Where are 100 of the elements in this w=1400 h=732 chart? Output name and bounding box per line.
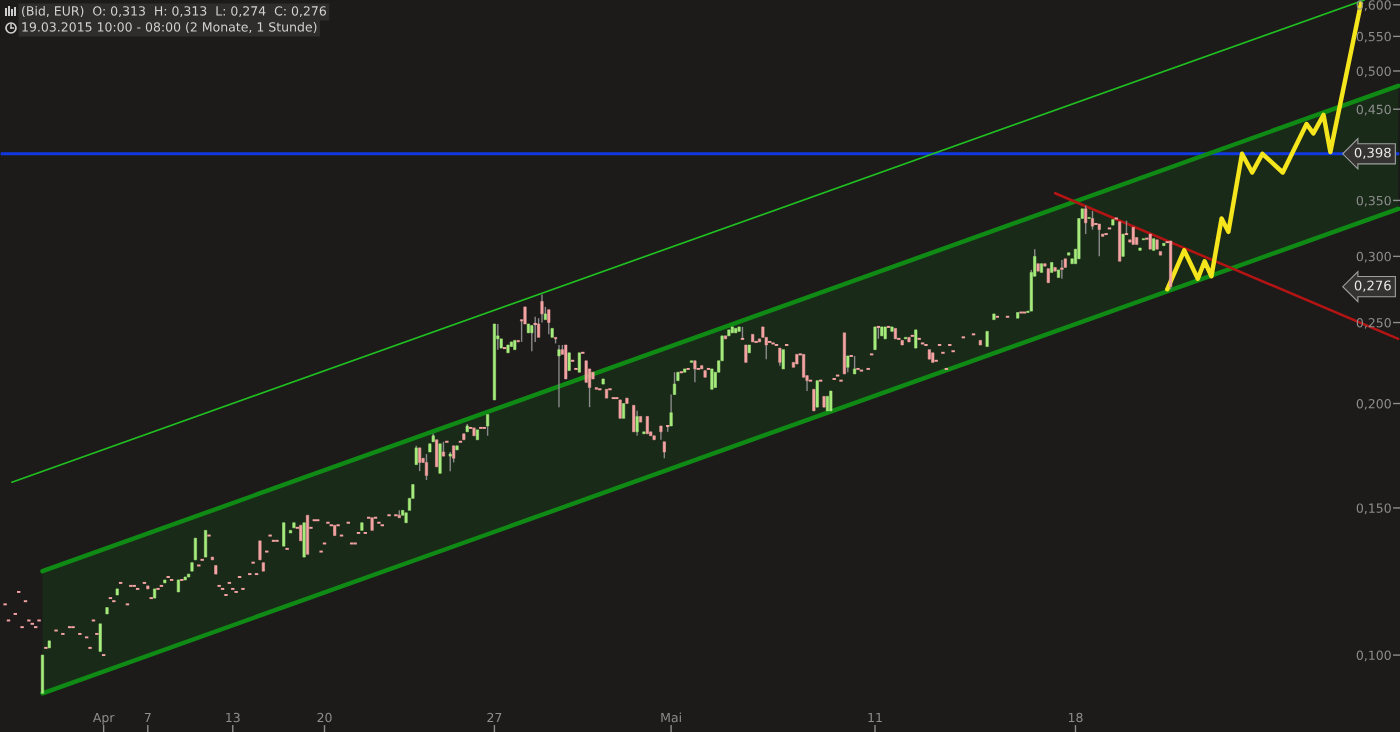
candlestick	[812, 389, 816, 412]
candlestick	[455, 445, 459, 451]
candlestick	[1097, 223, 1101, 258]
candlestick	[730, 326, 734, 334]
candlestick	[916, 337, 922, 340]
candlestick	[204, 530, 208, 558]
candlestick	[873, 326, 877, 350]
candlestick	[47, 640, 51, 649]
candlestick	[950, 350, 956, 353]
x-tick-label: Apr	[92, 712, 115, 725]
candlestick	[60, 632, 66, 635]
candlestick	[645, 416, 649, 435]
y-tick-label: 0,300	[1356, 251, 1391, 263]
candlestick	[676, 371, 680, 381]
x-tick-label: 13	[226, 712, 240, 723]
candlestick	[284, 547, 290, 550]
candlestick	[842, 332, 846, 375]
candlestick	[770, 342, 776, 345]
candlestick	[693, 360, 697, 384]
candlestick	[642, 431, 646, 435]
candlestick	[639, 416, 643, 423]
x-tick-label: 27	[487, 712, 502, 723]
candlestick	[404, 512, 408, 524]
candlestick	[605, 389, 609, 399]
candlestick	[1036, 263, 1040, 272]
candlestick	[292, 522, 296, 529]
candlestick	[516, 340, 520, 343]
candlestick	[1067, 252, 1071, 256]
candlestick	[829, 390, 833, 412]
ref-line-label: 0,398	[1354, 147, 1391, 159]
y-tick-label: 0,450	[1356, 104, 1391, 116]
candlestick	[781, 349, 785, 370]
y-tick-label: 0,200	[1356, 398, 1391, 410]
candlestick	[376, 521, 382, 524]
candlestick	[333, 524, 337, 536]
candlestick	[1111, 219, 1115, 226]
candlestick	[1056, 269, 1060, 278]
candlestick	[577, 352, 581, 373]
candlestick	[267, 534, 273, 537]
candlestick	[128, 584, 134, 587]
candlestick	[210, 556, 214, 561]
candlestick	[155, 587, 161, 590]
candlestick	[904, 337, 908, 340]
candlestick	[163, 579, 167, 584]
y-tick-label: 0,500	[1356, 66, 1391, 78]
candlestick	[370, 517, 374, 531]
candlestick	[751, 334, 755, 343]
candlestick	[282, 522, 286, 547]
candlestick	[199, 558, 205, 561]
candlestick	[190, 562, 194, 572]
candlestick	[523, 306, 527, 325]
x-tick-label: 11	[868, 712, 882, 723]
candlestick	[386, 514, 392, 517]
candlestick	[306, 514, 310, 555]
y-tick-label: 0,150	[1356, 503, 1391, 515]
candlestick	[1141, 238, 1145, 241]
candlestick	[710, 368, 714, 390]
candlestick	[635, 410, 639, 437]
candlestick	[727, 329, 731, 337]
candlestick	[1103, 233, 1109, 236]
y-tick-label: 0,100	[1356, 650, 1391, 662]
candlestick	[893, 328, 897, 340]
candlestick	[632, 405, 636, 433]
candlestick	[250, 561, 256, 564]
candlestick	[475, 429, 479, 441]
candlestick	[444, 440, 450, 443]
candlestick	[822, 396, 826, 408]
candlestick	[992, 313, 996, 320]
text: 19.03.2015 10:00 - 08:00 (2 Monate, 1 Stunde)	[22, 21, 317, 34]
y-tick-label: 0,350	[1356, 195, 1391, 207]
candlestick	[985, 331, 989, 347]
y-tick-label: 0,550	[1356, 31, 1391, 43]
candlestick	[393, 514, 399, 517]
candlestick	[652, 435, 656, 441]
candlestick	[19, 626, 25, 629]
x-tick-label: 7	[144, 712, 151, 723]
candlestick	[601, 378, 605, 385]
candlestick	[669, 393, 673, 427]
candlestick	[233, 590, 239, 593]
annotation: 0,276	[1354, 280, 1391, 292]
candlestick	[176, 579, 180, 593]
x-tick-label: Mai	[661, 712, 681, 723]
candlestick	[622, 403, 626, 419]
candlestick	[927, 349, 931, 360]
candlestick	[931, 352, 935, 363]
candlestick	[795, 354, 799, 365]
candlestick	[564, 344, 568, 380]
candlestick	[40, 654, 44, 694]
candlestick	[757, 338, 761, 343]
candlestick	[683, 368, 687, 373]
candlestick	[1118, 221, 1122, 262]
candlestick	[744, 344, 748, 363]
candlestick	[530, 325, 534, 352]
candlestick	[1053, 267, 1057, 272]
candlestick	[883, 326, 887, 340]
candlestick	[880, 326, 884, 337]
candlestick	[1158, 251, 1162, 256]
candlestick	[153, 588, 157, 599]
candlestick	[146, 585, 150, 590]
x-tick-label: 18	[1068, 712, 1083, 723]
